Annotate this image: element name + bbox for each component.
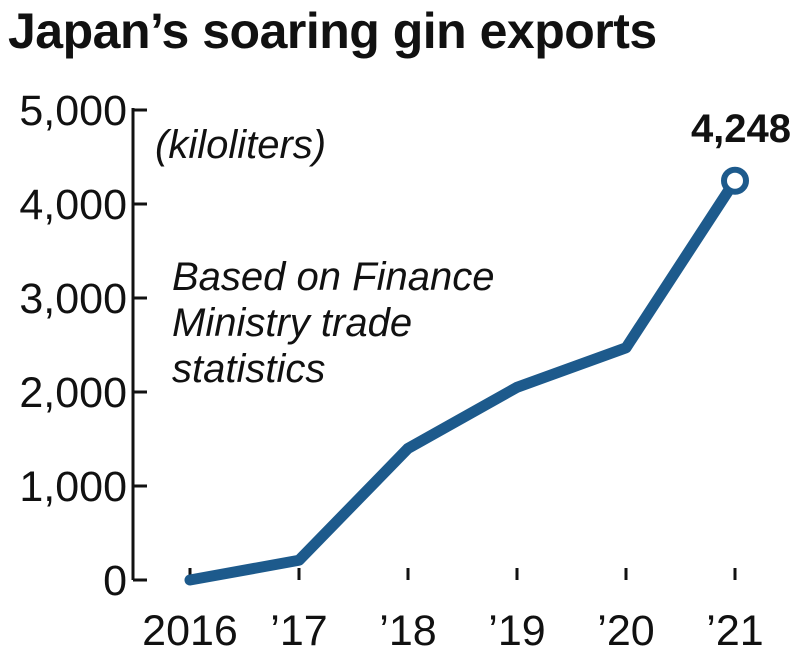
y-ticks: 0 1,000 2,000 3,000 4,000 5,000 — [19, 87, 147, 605]
y-tick-label: 4,000 — [19, 181, 127, 229]
y-tick-label: 2,000 — [19, 369, 127, 417]
note-line-2: Ministry trade — [172, 301, 412, 345]
y-tick-label: 0 — [103, 557, 127, 605]
x-tick-label: ’20 — [597, 607, 654, 655]
source-note: Based on Finance Ministry trade statisti… — [172, 255, 494, 391]
chart-title: Japan’s soaring gin exports — [8, 3, 657, 59]
x-tick-label: 2016 — [142, 607, 238, 655]
x-ticks: 2016 ’17 ’18 ’19 ’20 ’21 — [142, 568, 764, 655]
y-tick-label: 5,000 — [19, 87, 127, 135]
x-axis: 2016 ’17 ’18 ’19 ’20 ’21 — [142, 568, 764, 655]
note-line-3: statistics — [172, 347, 325, 391]
note-line-1: Based on Finance — [172, 255, 494, 299]
data-label-2021: 4,248 — [691, 107, 791, 151]
y-axis: 0 1,000 2,000 3,000 4,000 5,000 — [19, 87, 147, 605]
y-tick-label: 1,000 — [19, 463, 127, 511]
x-tick-label: ’18 — [379, 607, 436, 655]
series-line — [184, 175, 741, 586]
x-tick-label: ’21 — [706, 607, 763, 655]
series-gin-exports — [184, 166, 749, 586]
x-tick-label: ’17 — [270, 607, 327, 655]
highlight-marker — [721, 166, 749, 195]
y-tick-label: 3,000 — [19, 275, 127, 323]
x-tick-label: ’19 — [488, 607, 545, 655]
unit-label: (kiloliters) — [155, 123, 326, 167]
